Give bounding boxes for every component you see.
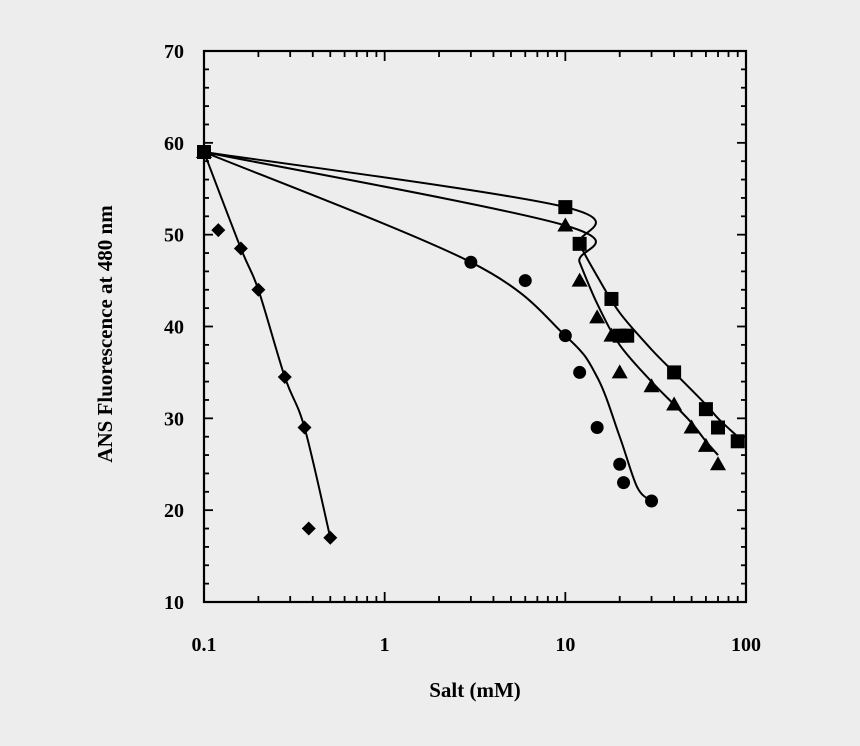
squares-point	[604, 291, 619, 306]
circles-point	[645, 494, 659, 508]
x-axis-title: Salt (mM)	[429, 678, 521, 702]
triangles-point	[697, 437, 714, 452]
x-tick-label: 0.1	[192, 634, 217, 656]
axes	[202, 49, 748, 604]
circles-point	[613, 457, 627, 471]
x-tick-label: 100	[731, 634, 761, 656]
data-markers	[196, 144, 745, 545]
triangles-point	[589, 309, 606, 324]
y-tick-label: 40	[164, 317, 184, 339]
triangles-point	[683, 419, 700, 434]
diamonds-point	[297, 420, 312, 435]
diamonds-point	[251, 282, 266, 297]
triangles-point	[611, 364, 628, 379]
circles-point	[573, 365, 587, 379]
y-tick-label: 50	[164, 225, 184, 247]
y-tick-label: 60	[164, 133, 184, 155]
circles-point	[558, 329, 572, 343]
triangles-point	[666, 396, 683, 411]
squares-curve	[203, 151, 739, 438]
x-tick-label: 10	[555, 634, 575, 656]
diamonds-point	[277, 370, 292, 385]
squares-point	[572, 236, 587, 251]
triangles-point	[571, 272, 588, 287]
fit-curves	[203, 151, 739, 538]
squares-point	[711, 420, 726, 435]
tick-labels: 10 20 30 40 50 60 70 0.1 1 10 100	[164, 41, 761, 656]
triangles-point	[643, 378, 660, 393]
y-axis-title: ANS Fluorescence at 480 nm	[93, 205, 117, 463]
triangles-point	[557, 217, 574, 232]
squares-point	[197, 145, 211, 160]
circles-point	[617, 476, 631, 490]
squares-point	[558, 200, 573, 215]
y-tick-label: 20	[164, 500, 184, 522]
triangles-curve	[203, 151, 719, 456]
x-tick-label: 1	[380, 634, 390, 656]
squares-point	[730, 434, 745, 449]
y-tick-label: 30	[164, 408, 184, 430]
y-tick-label: 70	[164, 41, 184, 63]
y-tick-label: 10	[164, 592, 184, 614]
squares-point	[698, 402, 713, 417]
circles-point	[518, 274, 532, 288]
circles-point	[590, 421, 604, 435]
circles-curve	[203, 151, 653, 502]
circles-point	[464, 255, 478, 269]
squares-point	[620, 328, 635, 343]
diamonds-point	[233, 241, 248, 256]
plot-frame	[202, 49, 748, 604]
squares-point	[667, 365, 682, 380]
triangles-point	[710, 456, 727, 471]
diamonds-point	[323, 530, 338, 545]
diamonds-point	[211, 223, 226, 238]
diamonds-point	[301, 521, 316, 536]
diamonds-curve	[203, 151, 332, 538]
